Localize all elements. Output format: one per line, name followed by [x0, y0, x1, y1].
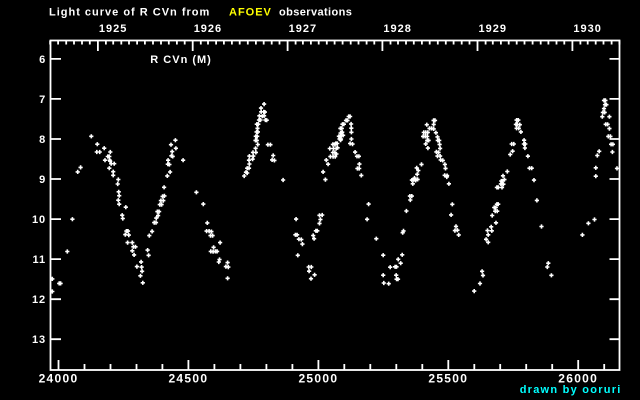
svg-text:8: 8	[39, 134, 46, 146]
svg-text:26000: 26000	[558, 372, 598, 386]
svg-text:12: 12	[32, 294, 46, 306]
svg-text:AFOEV: AFOEV	[229, 7, 272, 19]
svg-text:25000: 25000	[298, 372, 338, 386]
svg-text:25500: 25500	[428, 372, 468, 386]
svg-text:R CVn (M): R CVn (M)	[150, 54, 212, 66]
svg-text:Light curve of R CVn from: Light curve of R CVn from	[49, 7, 210, 19]
svg-text:24000: 24000	[39, 372, 79, 386]
svg-text:1928: 1928	[383, 23, 411, 35]
svg-text:9: 9	[39, 174, 46, 186]
svg-text:11: 11	[33, 254, 47, 266]
svg-text:drawn by ooruri: drawn by ooruri	[520, 384, 622, 396]
svg-text:6: 6	[39, 54, 46, 66]
svg-text:observations: observations	[279, 7, 352, 19]
svg-text:13: 13	[32, 334, 46, 346]
svg-text:10: 10	[32, 214, 46, 226]
svg-text:1930: 1930	[573, 23, 601, 35]
svg-text:1925: 1925	[99, 23, 127, 35]
svg-text:1926: 1926	[194, 23, 222, 35]
svg-text:24500: 24500	[168, 372, 208, 386]
svg-text:1927: 1927	[289, 23, 317, 35]
svg-text:1929: 1929	[479, 23, 507, 35]
svg-text:7: 7	[39, 94, 46, 106]
